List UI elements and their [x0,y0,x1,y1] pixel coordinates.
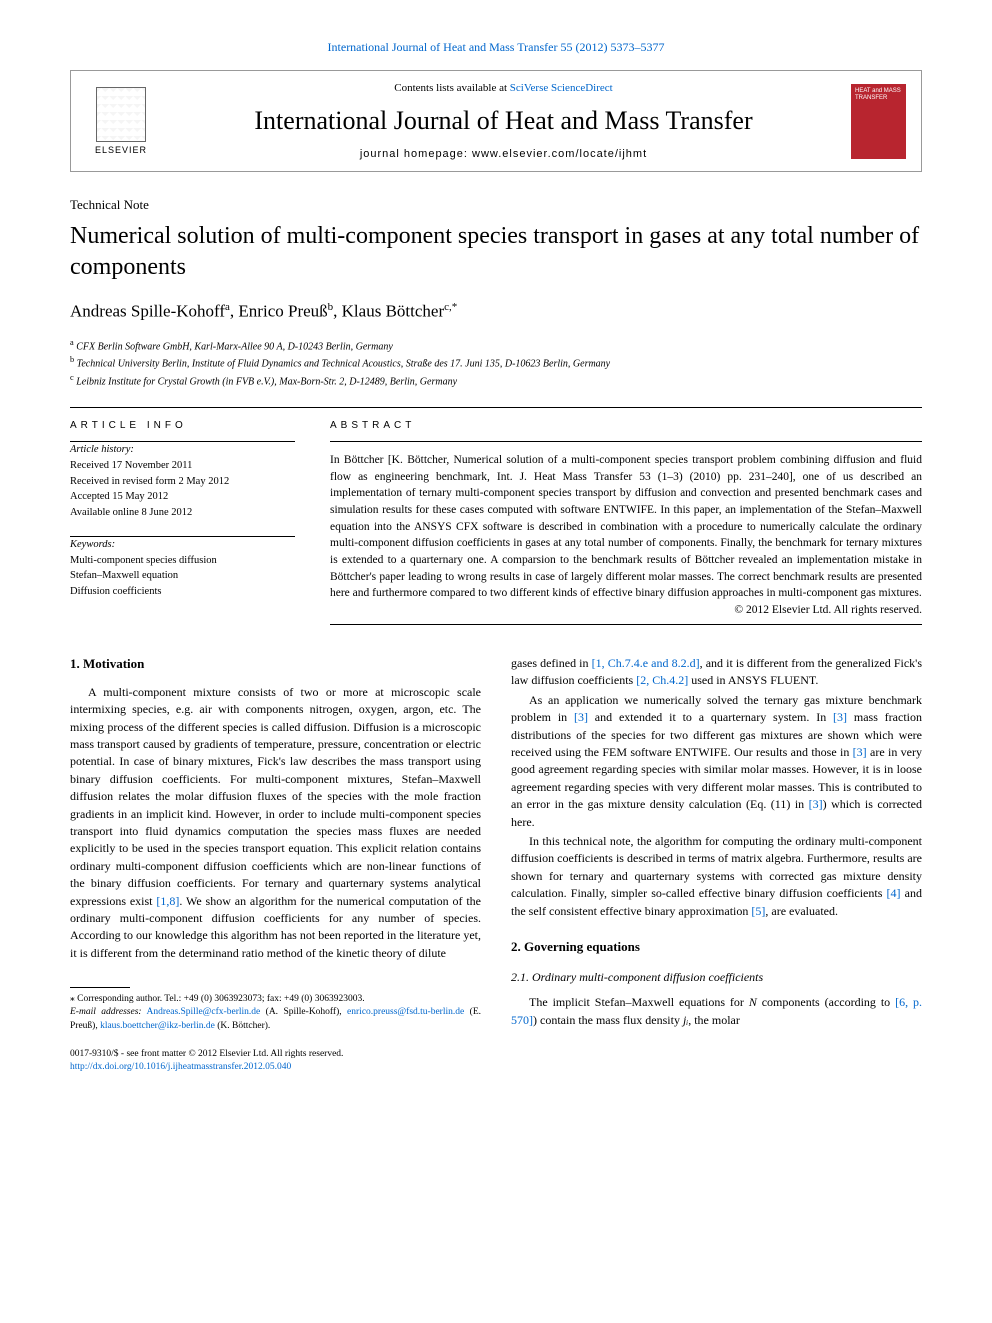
footnotes: ⁎ Corresponding author. Tel.: +49 (0) 30… [70,993,481,1033]
ref-c2-4[interactable]: [3] [833,710,847,724]
abstract-divider [330,441,922,442]
c2p1a: gases defined in [511,656,592,670]
email-label: E-mail addresses: [70,1007,142,1017]
copyright-line: © 2012 Elsevier Ltd. All rights reserved… [330,604,922,616]
ref-c2-1[interactable]: [1, Ch.7.4.e and 8.2.d] [592,656,700,670]
keyword-3: Diffusion coefficients [70,584,295,600]
homepage-url[interactable]: www.elsevier.com/locate/ijhmt [472,148,647,160]
ref-c2-8[interactable]: [5] [751,904,765,918]
s21d: , the molar [688,1013,740,1027]
ref-1-8[interactable]: [1,8] [156,894,179,908]
affiliations: a CFX Berlin Software GmbH, Karl-Marx-Al… [70,337,922,389]
authors-line: Andreas Spille-Kohoffa, Enrico Preußb, K… [70,301,922,322]
homepage-prefix: journal homepage: [360,148,472,160]
footer-left: 0017-9310/$ - see front matter © 2012 El… [70,1048,343,1075]
abstract-head: ABSTRACT [330,420,922,431]
received-date: Received 17 November 2011 [70,458,295,474]
email-2[interactable]: enrico.preuss@fsd.tu-berlin.de [347,1007,464,1017]
citation-link[interactable]: International Journal of Heat and Mass T… [328,40,665,54]
author-3: Klaus Böttcher [342,302,444,321]
contents-prefix: Contents lists available at [394,82,509,94]
cover-text: HEAT and MASS TRANSFER [855,88,901,101]
article-type: Technical Note [70,197,922,213]
header-center: Contents lists available at SciVerse Sci… [156,82,851,160]
online-date: Available online 8 June 2012 [70,505,295,521]
author-2-sup: b [328,301,334,313]
citation-header: International Journal of Heat and Mass T… [70,40,922,55]
footnote-divider [70,987,130,988]
elsevier-tree-icon [96,87,146,142]
sciencedirect-link[interactable]: SciVerse ScienceDirect [510,82,613,94]
email-1[interactable]: Andreas.Spille@cfx-berlin.de [146,1007,260,1017]
contents-line: Contents lists available at SciVerse Sci… [156,82,851,94]
info-abstract-row: ARTICLE INFO Article history: Received 1… [70,408,922,625]
article-history: Article history: Received 17 November 20… [70,442,295,521]
email1-who: (A. Spille-Kohoff), [260,1007,347,1017]
email3-who: (K. Böttcher). [215,1021,270,1031]
c2p2b: and extended it to a quarternary system.… [588,710,833,724]
right-column: gases defined in [1, Ch.7.4.e and 8.2.d]… [511,655,922,1033]
author-2: Enrico Preuß [238,302,327,321]
accepted-date: Accepted 15 May 2012 [70,489,295,505]
c2p3a: In this technical note, the algorithm fo… [511,834,922,900]
col2-para-2: As an application we numerically solved … [511,692,922,831]
affiliation-b: b Technical University Berlin, Institute… [70,354,922,371]
section-2-1-head: 2.1. Ordinary multi-component diffusion … [511,969,922,986]
c2p3c: , are evaluated. [765,904,838,918]
section-1-head: 1. Motivation [70,655,481,674]
ref-c2-5[interactable]: [3] [853,745,867,759]
email-line: E-mail addresses: Andreas.Spille@cfx-ber… [70,1006,481,1033]
author-3-sup: c,* [444,301,457,313]
body-columns: 1. Motivation A multi-component mixture … [70,655,922,1033]
s21b: components (according to [757,995,895,1009]
article-info-col: ARTICLE INFO Article history: Received 1… [70,408,295,625]
publisher-name: ELSEVIER [95,145,147,155]
col2-para-3: In this technical note, the algorithm fo… [511,833,922,920]
sec1-para-1: A multi-component mixture consists of tw… [70,684,481,962]
journal-cover-thumbnail: HEAT and MASS TRANSFER [851,84,906,159]
publisher-logo: ELSEVIER [86,81,156,161]
s21N: N [749,995,757,1009]
revised-date: Received in revised form 2 May 2012 [70,474,295,490]
c2p1c: used in ANSYS FLUENT. [688,673,818,687]
col2-para-1: gases defined in [1, Ch.7.4.e and 8.2.d]… [511,655,922,690]
homepage-line: journal homepage: www.elsevier.com/locat… [156,148,851,160]
sec21-para-1: The implicit Stefan–Maxwell equations fo… [511,994,922,1029]
article-info-head: ARTICLE INFO [70,420,295,431]
left-column: 1. Motivation A multi-component mixture … [70,655,481,1033]
ref-c2-6[interactable]: [3] [809,797,823,811]
keyword-1: Multi-component species diffusion [70,553,295,569]
section-2-head: 2. Governing equations [511,938,922,957]
author-1: Andreas Spille-Kohoff [70,302,225,321]
keyword-2: Stefan–Maxwell equation [70,568,295,584]
affiliation-c: c Leibniz Institute for Crystal Growth (… [70,372,922,389]
history-label: Article history: [70,442,295,458]
journal-name: International Journal of Heat and Mass T… [156,106,851,136]
abstract-divider-bottom [330,624,922,625]
affiliation-a: a CFX Berlin Software GmbH, Karl-Marx-Al… [70,337,922,354]
s21c: ) contain the mass flux density [533,1013,683,1027]
article-title: Numerical solution of multi-component sp… [70,221,922,283]
keywords-label: Keywords: [70,537,295,553]
keywords-block: Keywords: Multi-component species diffus… [70,537,295,600]
issn-line: 0017-9310/$ - see front matter © 2012 El… [70,1048,343,1061]
ref-c2-3[interactable]: [3] [574,710,588,724]
footer-row: 0017-9310/$ - see front matter © 2012 El… [70,1048,922,1075]
s21a: The implicit Stefan–Maxwell equations fo… [529,995,749,1009]
sec1-text-1: A multi-component mixture consists of tw… [70,685,481,908]
abstract-text: In Böttcher [K. Böttcher, Numerical solu… [330,452,922,602]
email-3[interactable]: klaus.boettcher@ikz-berlin.de [100,1021,215,1031]
journal-header-box: ELSEVIER Contents lists available at Sci… [70,70,922,172]
ref-c2-2[interactable]: [2, Ch.4.2] [636,673,688,687]
doi-link[interactable]: http://dx.doi.org/10.1016/j.ijheatmasstr… [70,1062,291,1072]
abstract-col: ABSTRACT In Böttcher [K. Böttcher, Numer… [330,408,922,625]
ref-c2-7[interactable]: [4] [887,886,901,900]
corresponding-author-note: ⁎ Corresponding author. Tel.: +49 (0) 30… [70,993,481,1006]
author-1-sup: a [225,301,230,313]
